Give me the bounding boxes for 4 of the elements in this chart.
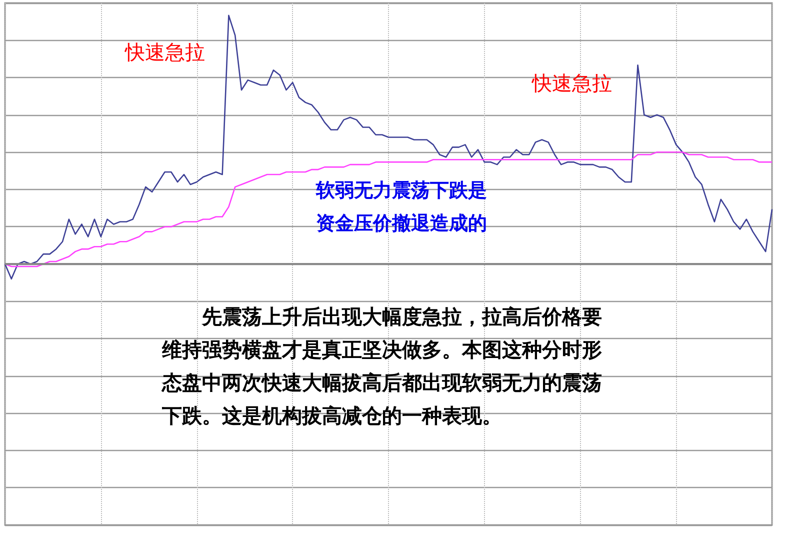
annotation: 快速急拉	[124, 40, 205, 64]
annotation: 软弱无力震荡下跌是资金压价撤退造成的	[315, 180, 487, 234]
annotation: 快速急拉	[531, 71, 612, 95]
text: 先震荡上升后出现大幅度急拉，拉高后价格要维持强势横盘才是真正坚决做多。本图这种分时形态盘中两次快速大幅拔高后都出现软弱无力的震荡下跌。这是机构拔高减仓的一种表现。	[161, 304, 602, 428]
